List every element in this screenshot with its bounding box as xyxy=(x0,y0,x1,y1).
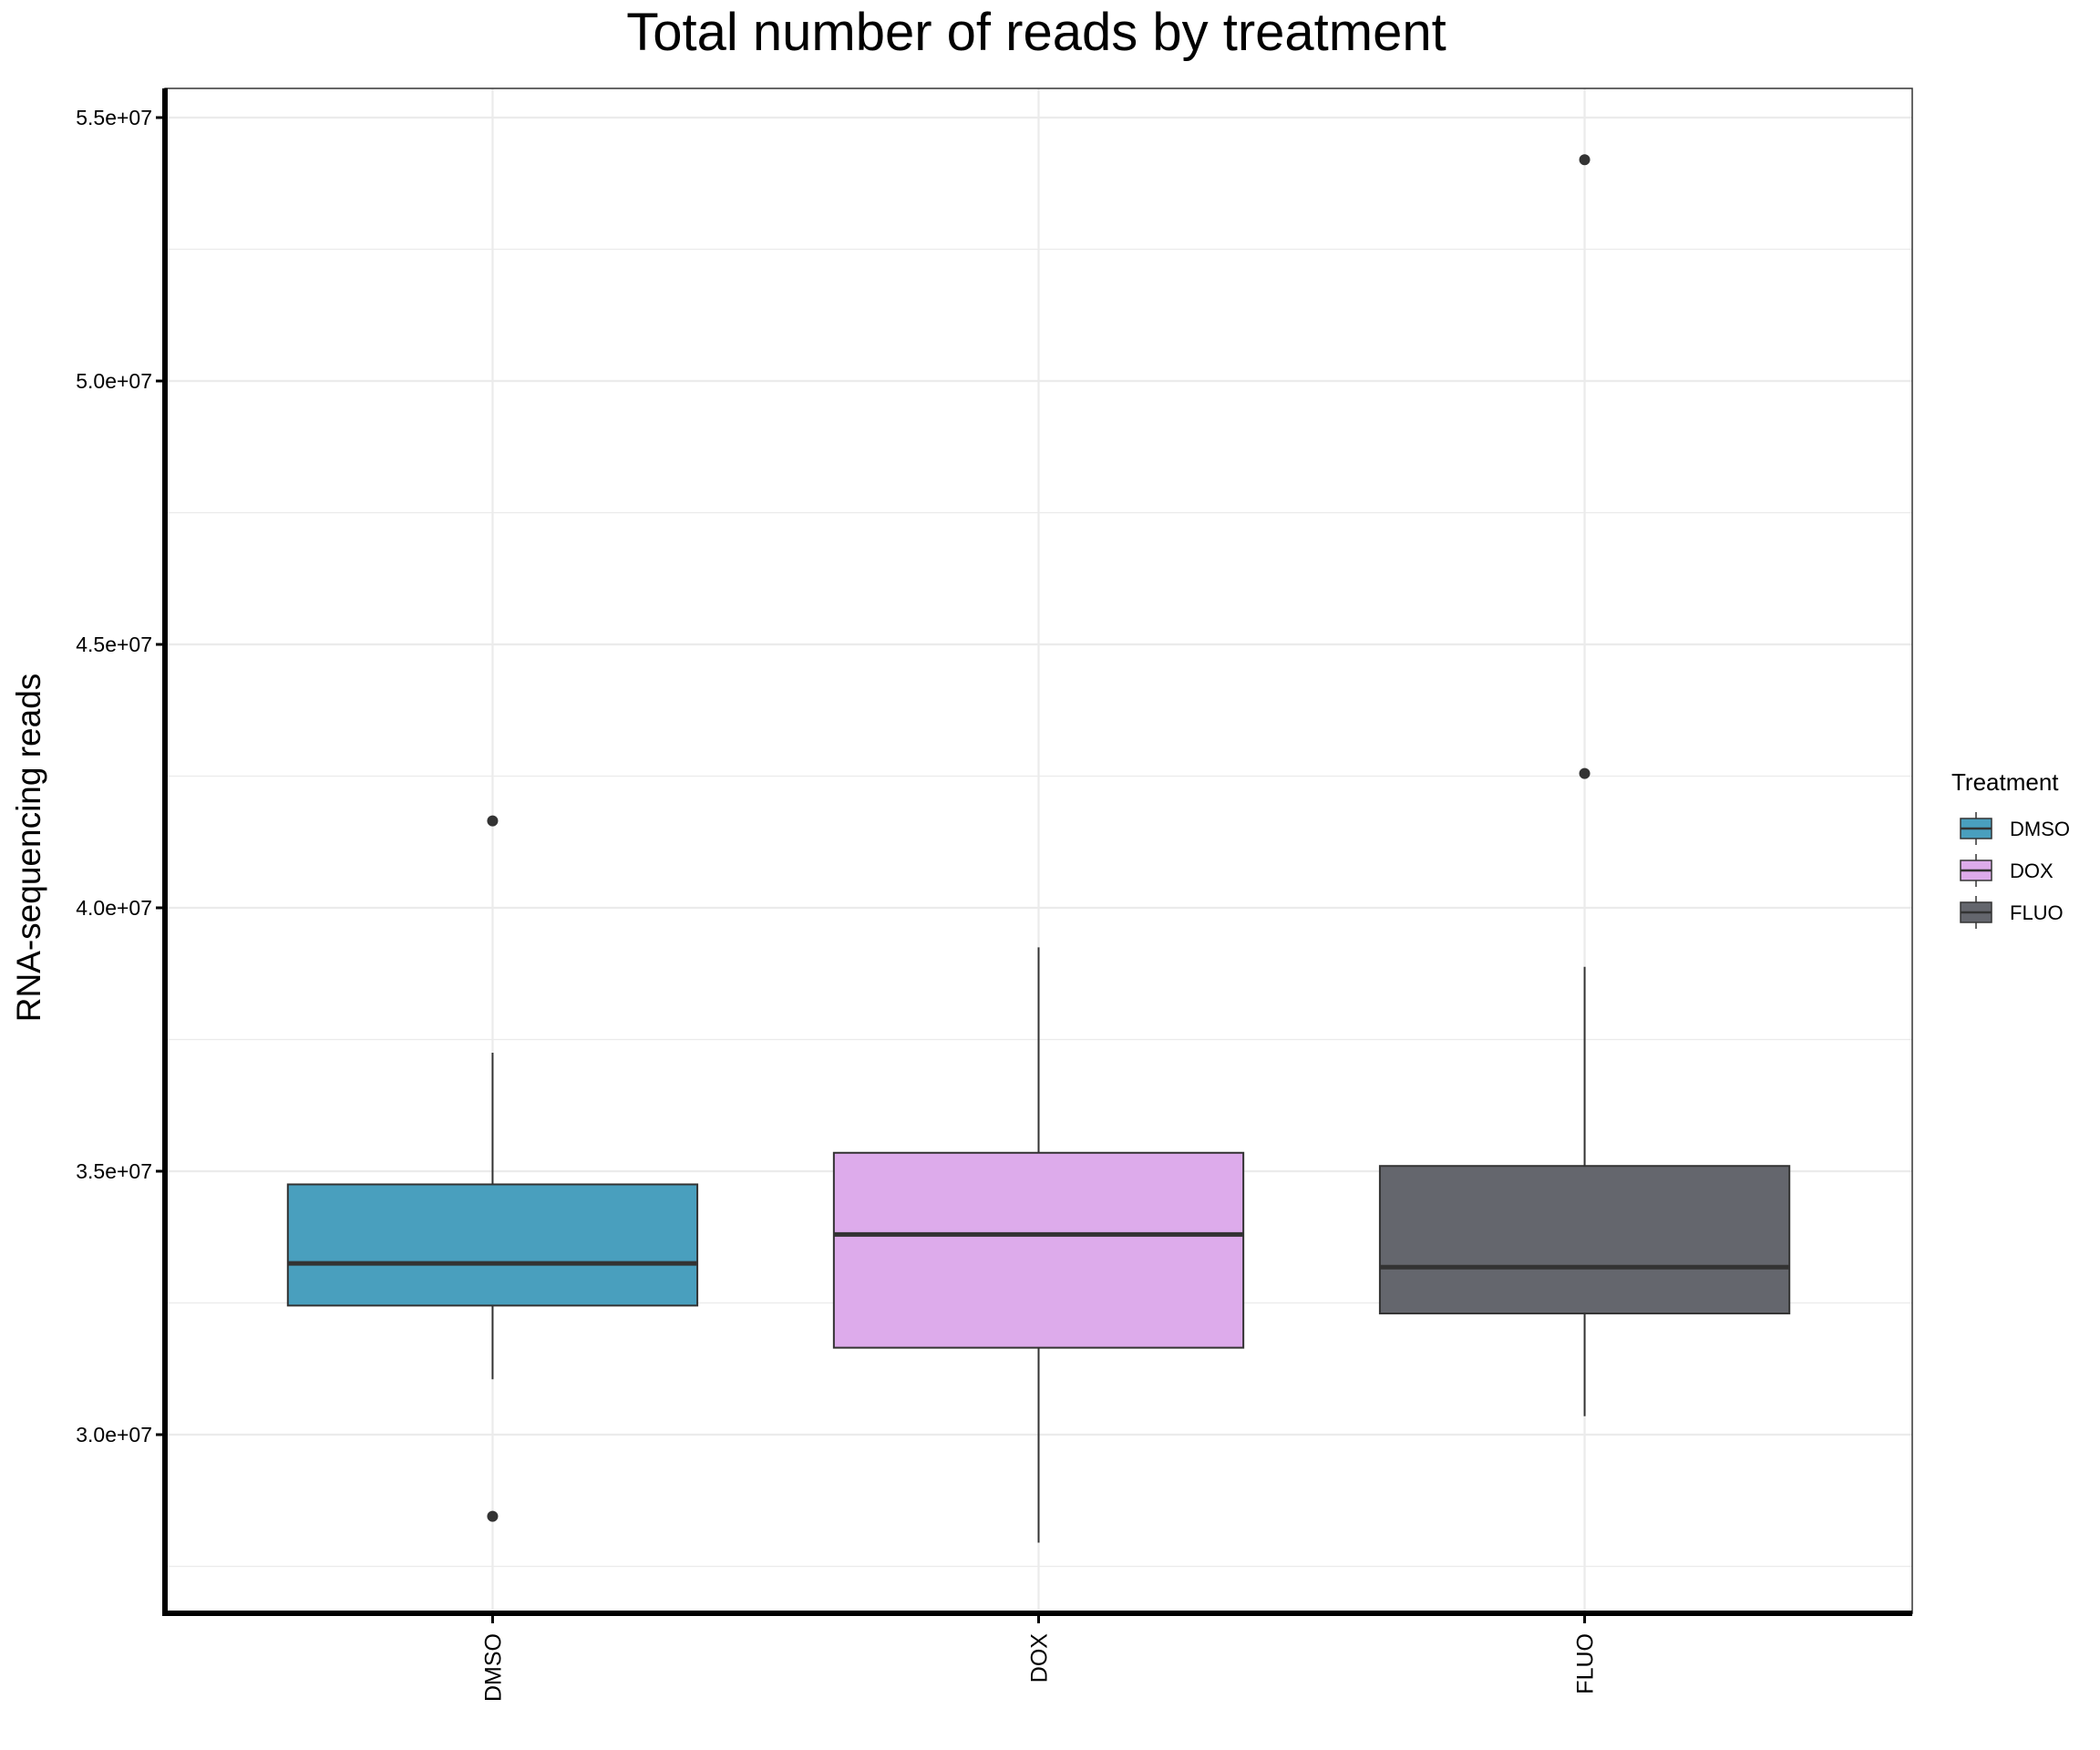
box-body xyxy=(286,1183,699,1307)
legend-label: FLUO xyxy=(2010,901,2064,924)
y-tick-label: 5.0e+07 xyxy=(76,369,152,393)
legend-item-fluo: FLUO xyxy=(1960,896,2064,929)
outlier-point xyxy=(487,1510,499,1522)
outlier-point xyxy=(1579,154,1590,166)
y-tick-label: 4.5e+07 xyxy=(76,633,152,656)
chart-title: Total number of reads by treatment xyxy=(626,3,1446,62)
box-dox xyxy=(832,947,1245,1543)
y-tick-label: 3.5e+07 xyxy=(76,1159,152,1183)
outlier-point xyxy=(487,815,499,827)
box-fluo xyxy=(1378,154,1791,1416)
legend-item-dmso: DMSO xyxy=(1960,812,2070,845)
legend-item-dox: DOX xyxy=(1960,854,2054,887)
x-tick-label: DMSO xyxy=(480,1633,506,1702)
legend-label: DOX xyxy=(2010,860,2054,882)
y-tick-label: 3.0e+07 xyxy=(76,1423,152,1446)
legend-label: DMSO xyxy=(2010,818,2070,840)
legend: Treatment DMSO DOX FLUO xyxy=(1951,768,2070,929)
legend-title: Treatment xyxy=(1951,768,2059,796)
y-axis-title: RNA-sequencing reads xyxy=(10,674,47,1023)
box-body xyxy=(1378,1165,1791,1315)
x-tick-label: DOX xyxy=(1027,1633,1053,1683)
box-dmso xyxy=(286,815,699,1522)
x-tick-label: FLUO xyxy=(1573,1633,1599,1694)
box-body xyxy=(832,1151,1245,1349)
plot-area: 3.0e+07 3.5e+07 4.0e+07 4.5e+07 5.0e+07 5.5e+… xyxy=(76,88,1913,1702)
outlier-point xyxy=(1579,767,1590,779)
y-tick-label: 5.5e+07 xyxy=(76,106,152,129)
y-tick-label: 4.0e+07 xyxy=(76,896,152,920)
